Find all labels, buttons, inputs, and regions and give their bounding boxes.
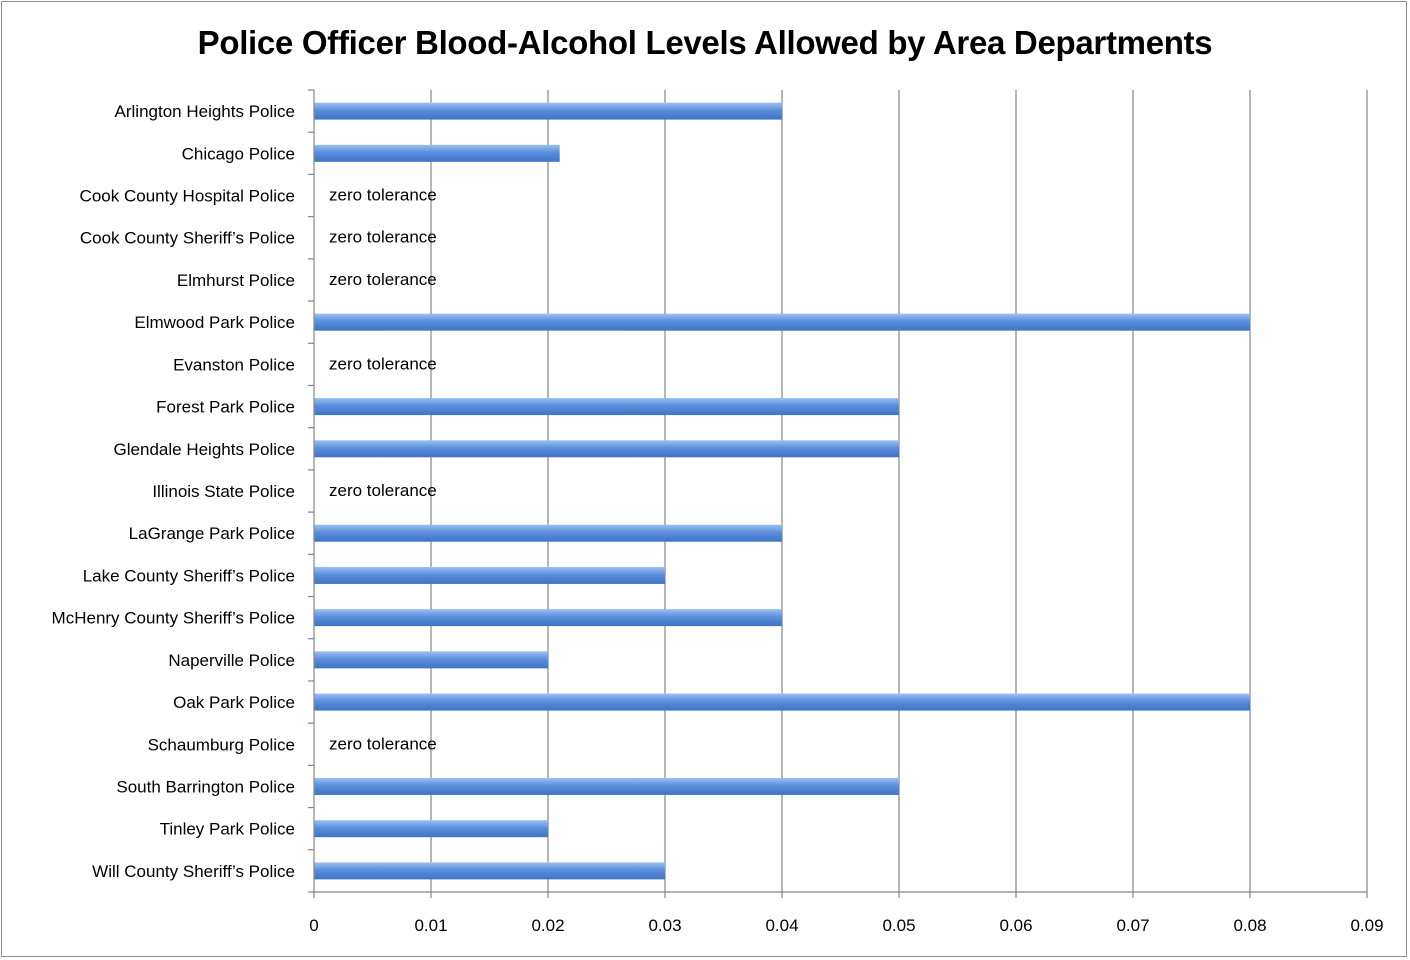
chart-title: Police Officer Blood-Alcohol Levels Allo… bbox=[197, 24, 1213, 61]
bar bbox=[314, 862, 665, 880]
bar bbox=[314, 144, 560, 162]
category-label: Oak Park Police bbox=[173, 693, 295, 712]
labels: 0 0.01 0.02 0.03 0.04 0.05 0.06 0.07 0.08 0.09 Arl… bbox=[52, 102, 1384, 935]
bar-annotation: zero tolerance bbox=[329, 186, 437, 205]
category-label: South Barrington Police bbox=[116, 777, 295, 796]
bar bbox=[314, 313, 1250, 331]
x-tick-label: 0.09 bbox=[1350, 916, 1383, 935]
category-label: Chicago Police bbox=[182, 144, 295, 163]
category-label: Elmhurst Police bbox=[177, 271, 295, 290]
bar bbox=[314, 820, 548, 838]
category-label: Lake County Sheriff’s Police bbox=[83, 566, 295, 585]
bar-annotation: zero tolerance bbox=[329, 270, 437, 289]
x-tick-label: 0.06 bbox=[999, 916, 1032, 935]
x-tick-label: 0.02 bbox=[531, 916, 564, 935]
x-tick-label: 0 bbox=[309, 916, 318, 935]
bar bbox=[314, 566, 665, 584]
category-label: Naperville Police bbox=[168, 651, 295, 670]
category-label: Will County Sheriff’s Police bbox=[92, 862, 295, 881]
x-tick-label: 0.04 bbox=[765, 916, 798, 935]
category-label: Forest Park Police bbox=[156, 398, 295, 417]
bar bbox=[314, 102, 782, 120]
x-tick-label: 0.05 bbox=[882, 916, 915, 935]
category-label: Glendale Heights Police bbox=[114, 440, 295, 459]
category-label: Illinois State Police bbox=[152, 482, 295, 501]
bars bbox=[314, 102, 1250, 880]
axes bbox=[308, 89, 1368, 898]
bar-annotation: zero tolerance bbox=[329, 734, 437, 753]
bar-annotation: zero tolerance bbox=[329, 228, 437, 247]
category-label: Schaumburg Police bbox=[148, 735, 295, 754]
x-tick-label: 0.03 bbox=[648, 916, 681, 935]
bar-annotation: zero tolerance bbox=[329, 354, 437, 373]
category-label: Arlington Heights Police bbox=[115, 102, 295, 121]
bar bbox=[314, 440, 899, 458]
category-label: LaGrange Park Police bbox=[129, 524, 295, 543]
x-tick-label: 0.07 bbox=[1116, 916, 1149, 935]
bar bbox=[314, 398, 899, 416]
bar bbox=[314, 777, 899, 795]
category-label: Tinley Park Police bbox=[160, 820, 295, 839]
x-tick-label: 0.01 bbox=[414, 916, 447, 935]
category-label: Elmwood Park Police bbox=[134, 313, 295, 332]
bar bbox=[314, 524, 782, 542]
bar bbox=[314, 693, 1250, 711]
bar-annotation: zero tolerance bbox=[329, 481, 437, 500]
category-label: Cook County Hospital Police bbox=[80, 187, 295, 206]
bar bbox=[314, 609, 782, 627]
category-label: Evanston Police bbox=[173, 355, 295, 374]
category-label: Cook County Sheriff’s Police bbox=[80, 229, 295, 248]
x-tick-label: 0.08 bbox=[1233, 916, 1266, 935]
gridlines bbox=[430, 90, 1368, 892]
bar bbox=[314, 651, 548, 669]
category-label: McHenry County Sheriff’s Police bbox=[52, 609, 295, 628]
